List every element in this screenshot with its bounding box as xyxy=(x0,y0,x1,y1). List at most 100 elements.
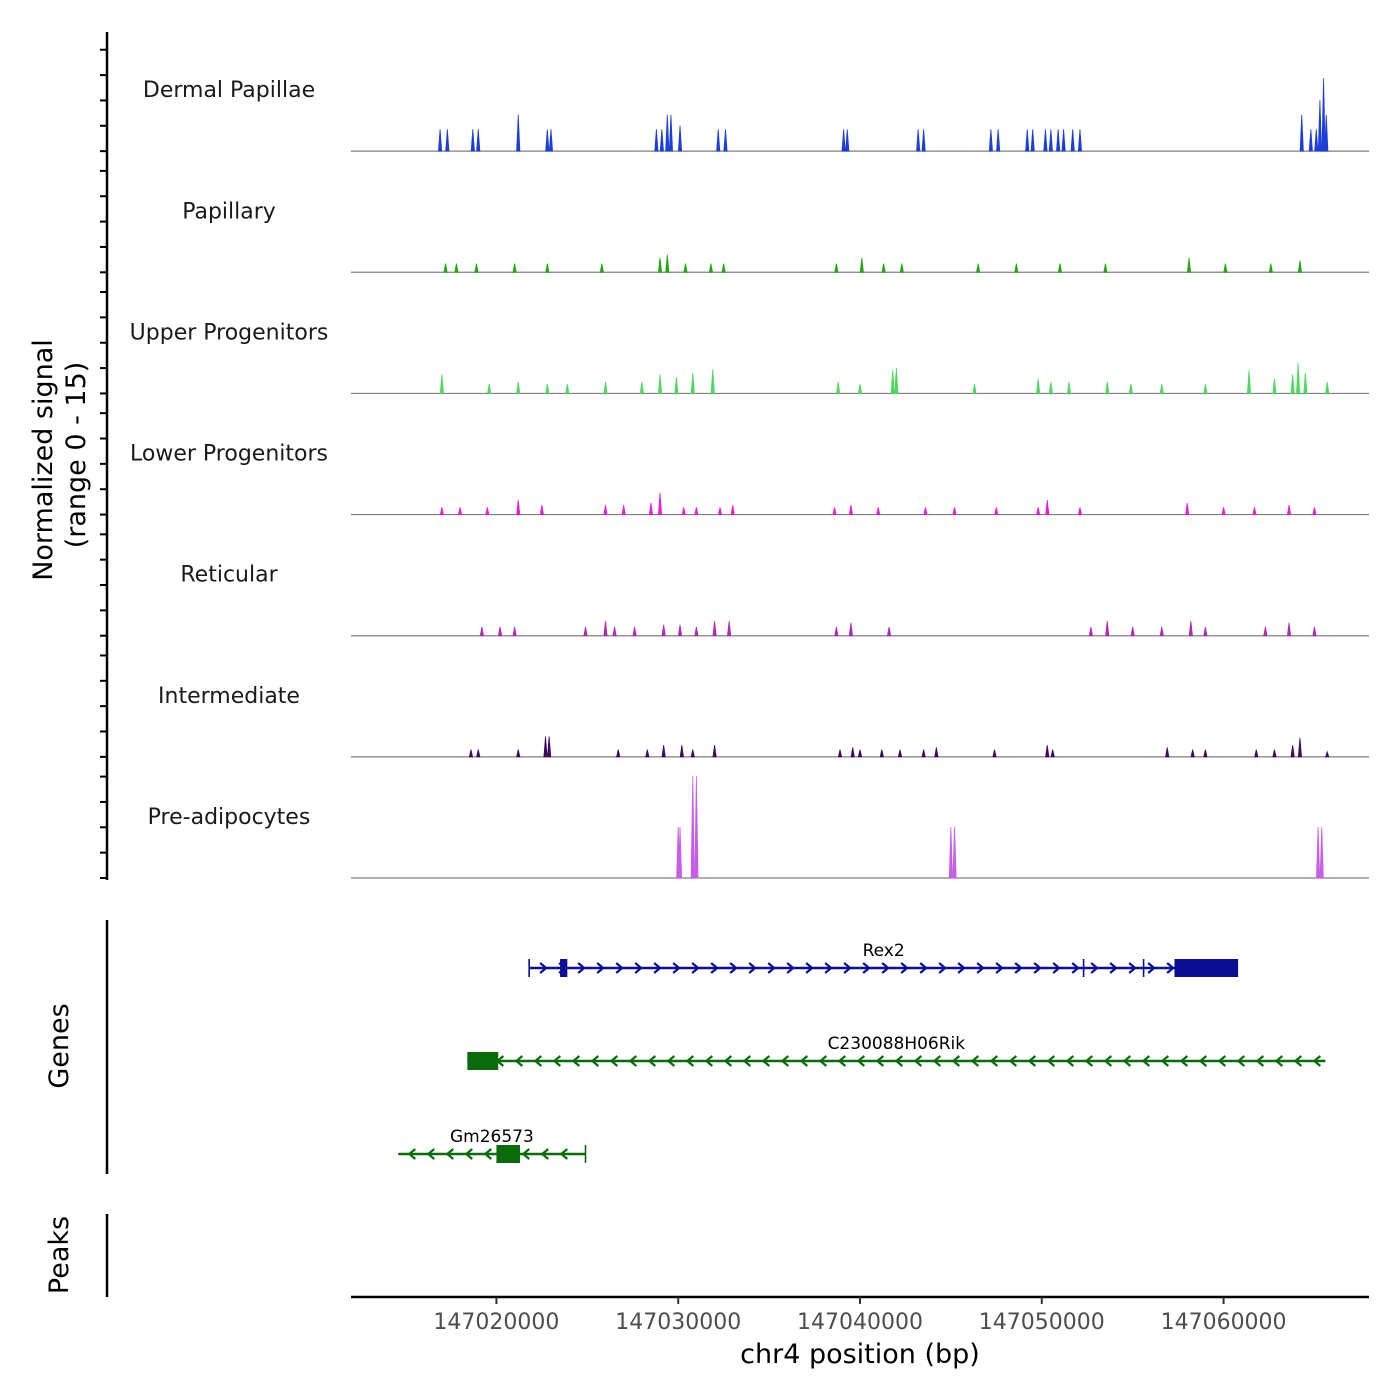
signal-peak xyxy=(994,507,999,515)
strand-arrow xyxy=(590,1055,600,1067)
track-label: Upper Progenitors xyxy=(130,320,329,345)
signal-peak xyxy=(1221,507,1226,515)
signal-peak xyxy=(1045,499,1050,515)
signal-peak xyxy=(952,827,957,879)
signal-peak xyxy=(479,626,485,637)
signal-peak xyxy=(1014,263,1019,273)
signal-peak xyxy=(632,626,637,637)
signal-peak xyxy=(712,745,717,758)
strand-arrow xyxy=(407,1148,416,1160)
signal-peak xyxy=(837,749,843,758)
strand-arrow xyxy=(805,962,814,974)
strand-arrow xyxy=(704,1055,714,1067)
signal-peak xyxy=(890,370,895,394)
signal-y-ticks xyxy=(100,48,107,879)
track-label: Dermal Papillae xyxy=(143,78,315,103)
signal-peak xyxy=(1325,381,1330,394)
genes-axis-title: Genes xyxy=(44,1003,75,1088)
signal-peak xyxy=(1223,263,1228,273)
strand-arrow xyxy=(1033,962,1042,974)
y-axis-title-line1: Normalized signal xyxy=(28,339,59,581)
strand-arrow xyxy=(761,1055,771,1067)
signal-peak xyxy=(1036,507,1041,515)
strand-arrow xyxy=(426,1148,435,1160)
signal-peak xyxy=(1203,383,1208,394)
signal-peak xyxy=(468,749,474,758)
strand-arrow xyxy=(989,1055,999,1067)
signal-peak xyxy=(516,114,521,152)
signal-peak xyxy=(1077,507,1083,515)
signal-peak xyxy=(474,263,479,273)
signal-peak xyxy=(1314,129,1319,152)
x-axis-ticks: 147020000 147030000 147040000 147050000 1470… xyxy=(433,1297,1287,1335)
signal-peak xyxy=(1308,129,1313,152)
strand-arrow xyxy=(552,1055,562,1067)
signal-peak xyxy=(972,383,977,394)
signal-peak xyxy=(665,254,670,273)
strand-arrow xyxy=(1046,1055,1056,1067)
track-label: Lower Progenitors xyxy=(130,442,328,467)
signal-peak xyxy=(1105,381,1110,394)
strand-arrow xyxy=(1147,962,1156,974)
signal-peak xyxy=(848,505,854,515)
signal-peak xyxy=(834,626,839,637)
signal-peak xyxy=(1030,129,1035,152)
exon-block xyxy=(496,1145,521,1163)
strand-arrow xyxy=(577,962,586,974)
strand-arrow xyxy=(1084,1055,1094,1067)
strand-arrow xyxy=(843,962,852,974)
strand-arrow xyxy=(894,1055,904,1067)
strand-arrow xyxy=(1090,962,1099,974)
x-tick-label: 147020000 xyxy=(433,1310,559,1335)
strand-arrow xyxy=(818,1055,828,1067)
signal-peak xyxy=(512,263,517,273)
signal-peak xyxy=(485,507,490,515)
x-tick-label: 147030000 xyxy=(615,1310,741,1335)
signal-peak xyxy=(661,745,666,758)
signal-peak xyxy=(721,263,726,273)
signal-peak xyxy=(1077,129,1083,152)
signal-peak xyxy=(1128,383,1133,394)
signal-peak xyxy=(923,507,928,515)
signal-peak xyxy=(1252,507,1257,515)
strand-arrow xyxy=(521,1148,530,1160)
gene-rex2: Rex2 xyxy=(528,941,1239,977)
x-axis-title: chr4 position (bp) xyxy=(740,1339,980,1370)
signal-peak xyxy=(694,626,699,637)
signal-peak xyxy=(730,505,735,515)
signal-peak xyxy=(992,749,997,758)
signal-peak xyxy=(645,749,650,758)
signal-peak xyxy=(539,505,544,515)
signal-peak xyxy=(1319,827,1324,879)
gene-gm26573: Gm26573 xyxy=(398,1127,587,1163)
signal-peak xyxy=(648,502,654,515)
signal-peak xyxy=(1185,502,1190,515)
signal-peak xyxy=(1050,749,1055,758)
signal-peak xyxy=(1290,745,1295,758)
strand-arrow xyxy=(1109,962,1118,974)
signal-peak xyxy=(1130,626,1135,637)
signal-peak xyxy=(665,114,670,152)
signal-peak xyxy=(921,749,926,758)
signal-peak xyxy=(1203,749,1208,758)
signal-peak xyxy=(683,263,688,273)
track-papillary: Papillary xyxy=(182,199,1369,273)
signal-peak xyxy=(1048,381,1053,394)
signal-peak xyxy=(1312,507,1317,515)
signal-peak xyxy=(834,263,839,273)
x-tick-label: 147060000 xyxy=(1161,1310,1287,1335)
signal-peak xyxy=(1325,750,1330,758)
strand-arrow xyxy=(837,1055,847,1067)
signal-peak xyxy=(1088,626,1093,637)
signal-peak xyxy=(1025,129,1030,152)
track-reticular: Reticular xyxy=(180,563,1369,637)
signal-peak xyxy=(545,263,550,273)
signal-peak xyxy=(487,383,492,394)
signal-peak xyxy=(934,747,939,758)
signal-peak xyxy=(952,507,957,515)
strand-arrow xyxy=(464,1148,473,1160)
signal-peak xyxy=(603,381,608,394)
gene-name-label: Gm26573 xyxy=(450,1127,534,1147)
signal-peak xyxy=(1105,621,1110,637)
signal-peak xyxy=(1070,129,1075,152)
